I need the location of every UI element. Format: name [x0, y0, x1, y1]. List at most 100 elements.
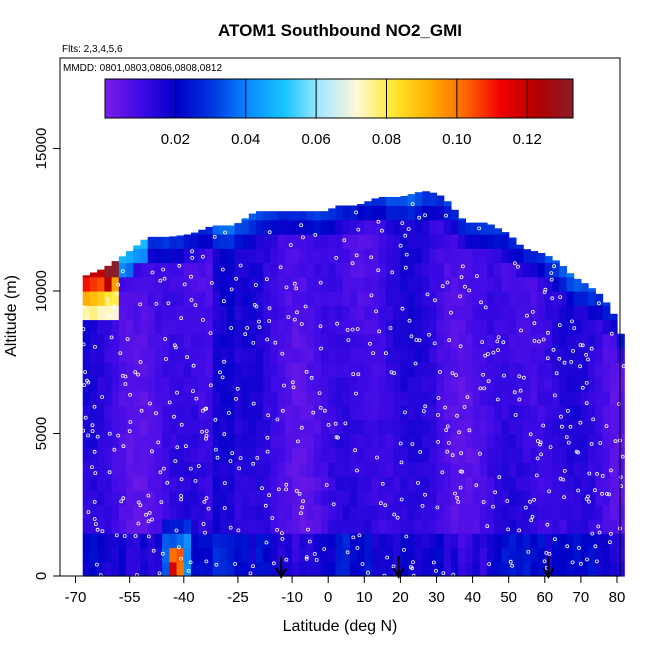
- heatmap-cell: [515, 476, 524, 492]
- sample-dot: [478, 386, 483, 391]
- heatmap-cell: [89, 376, 98, 392]
- heatmap-cell: [479, 291, 488, 306]
- heatmap-cell: [422, 219, 430, 235]
- heatmap-cell: [407, 547, 416, 563]
- heatmap-cell: [393, 319, 401, 335]
- heatmap-cell: [234, 376, 243, 392]
- heatmap-cell: [393, 447, 401, 463]
- heatmap-cell: [487, 390, 495, 406]
- heatmap-cell: [465, 490, 474, 506]
- heatmap-cell: [364, 504, 373, 520]
- heatmap-cell: [292, 376, 300, 392]
- heatmap-cell: [414, 248, 423, 264]
- heatmap-cell: [602, 490, 611, 506]
- sample-dot: [92, 404, 97, 409]
- heatmap-cell: [147, 504, 156, 520]
- heatmap-cell: [248, 405, 257, 420]
- heatmap-cell: [313, 234, 322, 249]
- heatmap-cell: [414, 519, 423, 534]
- sample-dot: [597, 301, 601, 306]
- heatmap-cell: [602, 561, 611, 577]
- heatmap-cell: [162, 490, 170, 506]
- heatmap-cell: [169, 319, 178, 335]
- heatmap-cell: [544, 533, 553, 549]
- heatmap-cell: [97, 269, 105, 278]
- heatmap-cell: [371, 348, 380, 363]
- heatmap-cell: [378, 276, 387, 292]
- heatmap-cell: [458, 376, 466, 392]
- sample-dot: [306, 527, 310, 532]
- sample-dot: [144, 512, 149, 517]
- sample-dot: [343, 421, 348, 426]
- sample-dot: [420, 503, 425, 508]
- heatmap-cell: [602, 533, 611, 549]
- heatmap-cell: [270, 211, 279, 221]
- sample-dot: [538, 442, 542, 447]
- sample-dot: [440, 284, 445, 289]
- heatmap-cell: [306, 433, 315, 449]
- heatmap-cell: [320, 561, 329, 577]
- heatmap-cell: [595, 533, 604, 549]
- heatmap-cell: [292, 291, 300, 306]
- heatmap-cell: [277, 433, 286, 449]
- colorbar-segment: [371, 79, 375, 118]
- heatmap-cell: [292, 547, 300, 563]
- heatmap-cell: [82, 376, 91, 392]
- heatmap-cell: [140, 547, 149, 563]
- sample-dot: [164, 357, 168, 361]
- heatmap-cell: [212, 533, 221, 549]
- colorbar-segment: [198, 79, 202, 118]
- heatmap-cell: [205, 490, 214, 506]
- heatmap-cell: [241, 504, 250, 520]
- heatmap-cell: [378, 262, 387, 278]
- heatmap-cell: [515, 405, 524, 420]
- heatmap-cell: [176, 419, 185, 435]
- colorbar-segment: [233, 79, 238, 118]
- sample-dot: [369, 293, 374, 298]
- heatmap-cell: [191, 362, 199, 378]
- heatmap-cell: [422, 519, 430, 534]
- sample-dot: [356, 372, 361, 377]
- heatmap-cell: [349, 390, 358, 406]
- colorbar-segment: [189, 79, 194, 118]
- sample-dot: [566, 440, 571, 445]
- heatmap-cell: [349, 291, 358, 306]
- heatmap-cell: [400, 561, 409, 577]
- heatmap-cell: [479, 547, 488, 563]
- heatmap-cell: [595, 561, 604, 577]
- heatmap-cell: [198, 291, 207, 306]
- heatmap-cell: [284, 490, 293, 506]
- heatmap-cell: [552, 447, 560, 463]
- sample-dot: [179, 422, 184, 427]
- heatmap-cell: [219, 248, 228, 264]
- heatmap-cell: [82, 490, 91, 506]
- heatmap-cell: [270, 276, 279, 292]
- colorbar-segment: [122, 79, 126, 118]
- sample-dot: [107, 470, 112, 475]
- sample-dot: [322, 408, 327, 413]
- heatmap-cell: [385, 362, 394, 378]
- heatmap-cell: [89, 405, 98, 420]
- colorbar-segment: [561, 79, 565, 118]
- heatmap-cell: [479, 405, 488, 420]
- heatmap-cell: [494, 362, 503, 378]
- heatmap-cell: [328, 291, 337, 306]
- heatmap-cell: [248, 348, 257, 363]
- sample-dot: [434, 568, 438, 573]
- heatmap-cell: [400, 291, 409, 306]
- heatmap-cell: [443, 248, 452, 264]
- heatmap-cell: [385, 196, 394, 207]
- heatmap-cell: [212, 561, 221, 577]
- sample-dot: [377, 329, 382, 334]
- heatmap-cell: [335, 405, 344, 420]
- heatmap-cell: [306, 519, 315, 534]
- heatmap-cell: [89, 319, 98, 335]
- heatmap-cell: [501, 533, 510, 549]
- colorbar-segment: [274, 79, 278, 118]
- sample-dot: [81, 342, 86, 347]
- heatmap-cell: [537, 405, 546, 420]
- heatmap-cell: [357, 204, 365, 207]
- sample-dot: [547, 552, 552, 556]
- sample-dot: [334, 435, 339, 440]
- heatmap-cell: [515, 419, 524, 435]
